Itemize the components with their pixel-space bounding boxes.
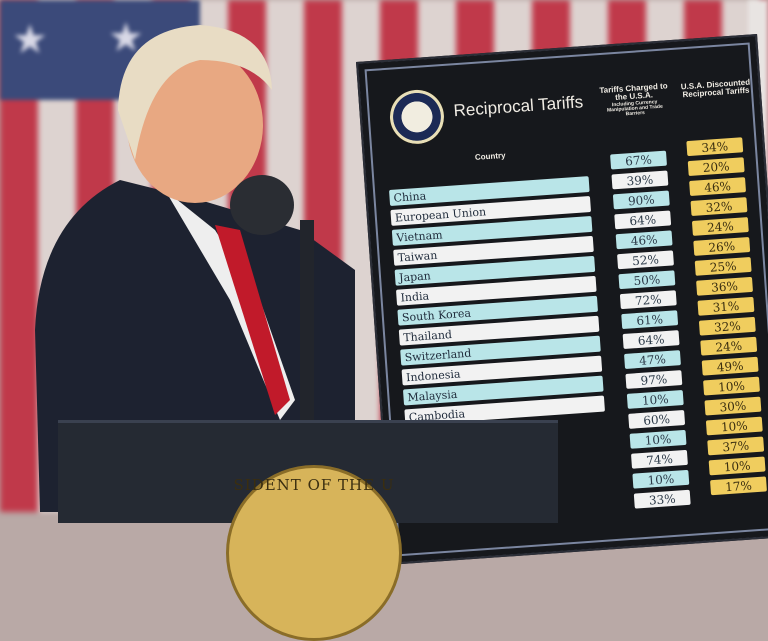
red-tie — [215, 225, 290, 415]
discounted-tariff-cell: 30% — [704, 396, 762, 416]
charged-tariff-cell: 61% — [621, 310, 679, 330]
presidential-seal — [388, 88, 446, 146]
star-icon: ★ — [12, 17, 48, 63]
podium-seal-text: SIDENT OF THE U — [233, 476, 395, 494]
microphone — [230, 175, 294, 235]
discounted-tariff-cell: 49% — [701, 356, 759, 376]
discounted-tariff-cell: 32% — [698, 316, 756, 336]
charged-tariff-cell: 47% — [624, 350, 681, 369]
board-title: Reciprocal Tariffs — [452, 92, 584, 121]
charged-tariff-cell: 74% — [630, 449, 688, 469]
charged-tariff-cell: 60% — [628, 409, 686, 429]
charged-tariff-cell: 97% — [625, 370, 683, 389]
podium: SIDENT OF THE U — [58, 420, 558, 641]
podium-seal: SIDENT OF THE U — [226, 465, 402, 641]
hair — [118, 25, 272, 160]
discounted-tariff-cell: 10% — [703, 376, 760, 396]
discounted-tariff-cell: 10% — [708, 456, 766, 476]
charged-tariff-cell: 67% — [610, 150, 667, 170]
charged-tariff-cell: 39% — [611, 170, 669, 190]
discounted-tariff-cell: 20% — [687, 157, 745, 177]
discounted-tariff-cell: 36% — [696, 276, 754, 296]
charged-tariff-cell: 10% — [626, 390, 684, 409]
microphone-stand — [300, 220, 314, 420]
charged-tariff-cell: 50% — [618, 270, 676, 290]
discounted-tariff-cell: 46% — [689, 177, 747, 197]
discounted-tariff-cell: 26% — [693, 237, 751, 256]
discounted-tariff-cell: 25% — [694, 256, 752, 276]
charged-tariff-cell: 52% — [617, 250, 674, 270]
charged-tariff-cell: 72% — [619, 290, 677, 310]
charged-tariff-cell: 10% — [629, 429, 687, 449]
discounted-tariff-cell: 24% — [691, 217, 749, 236]
discounted-tariff-cell: 10% — [705, 416, 763, 436]
charged-tariff-cell: 64% — [622, 330, 680, 350]
charged-tariff-cell: 33% — [633, 489, 691, 509]
discounted-tariff-cell: 31% — [697, 296, 755, 316]
charged-tariff-cell: 64% — [614, 210, 672, 230]
header-tariffs-charged: Tariffs Charged to the U.S.A. Including C… — [598, 81, 670, 119]
header-country: Country — [474, 150, 506, 162]
discounted-tariff-cell: 24% — [700, 336, 758, 356]
discounted-tariff-cell: 34% — [686, 137, 744, 157]
discounted-tariff-cell: 37% — [707, 436, 765, 456]
charged-tariff-cell: 10% — [632, 469, 690, 489]
header-discounted-tariffs: U.S.A. Discounted Reciprocal Tariffs — [680, 77, 751, 100]
header-charged-note: Including Currency Manipulation and Trad… — [606, 98, 663, 118]
charged-tariff-cell: 90% — [612, 190, 670, 210]
discounted-tariff-cell: 17% — [710, 476, 767, 496]
charged-tariff-cell: 46% — [615, 230, 673, 250]
discounted-tariff-cell: 32% — [690, 197, 748, 216]
